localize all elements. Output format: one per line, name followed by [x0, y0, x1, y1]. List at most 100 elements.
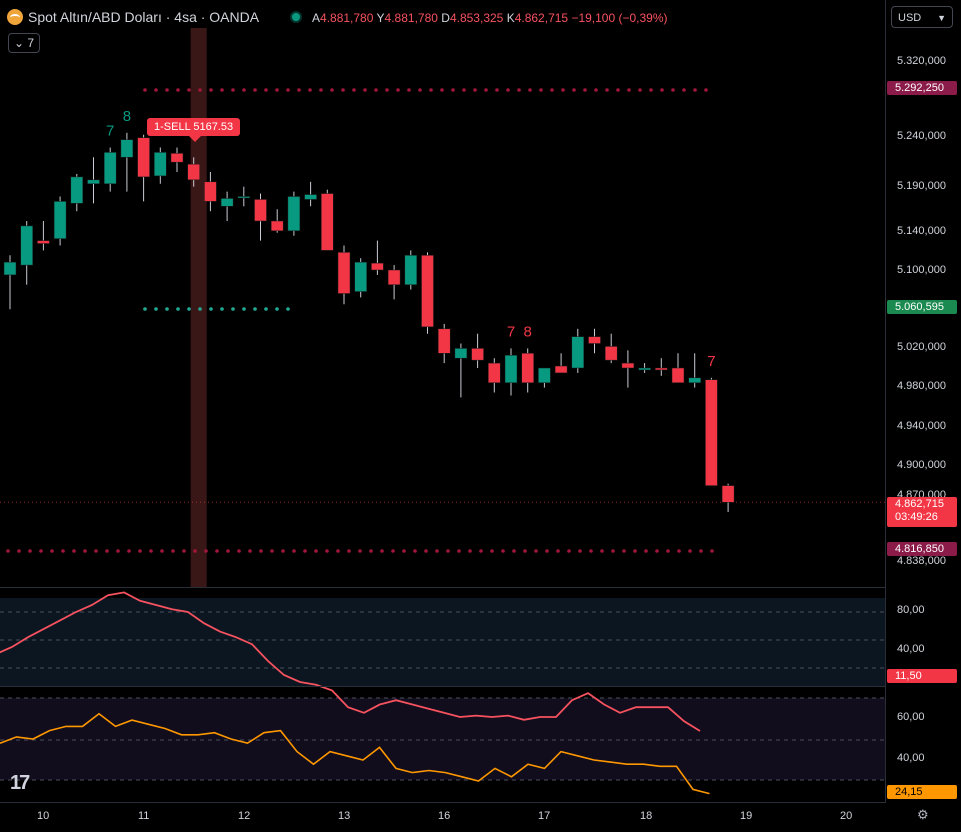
- time-axis-label: 12: [238, 810, 251, 822]
- price-axis-label: 5.140,000: [897, 225, 946, 237]
- lower-level-dot: [105, 549, 109, 553]
- candle-body: [87, 179, 100, 185]
- candle-body: [103, 152, 117, 185]
- price-axis-label: 4.838,000: [897, 555, 946, 567]
- mid-level-dot: [165, 307, 169, 311]
- lower-level-dot: [556, 549, 560, 553]
- candle-body: [20, 225, 33, 266]
- upper-level-dot: [209, 88, 213, 92]
- lower-level-dot: [127, 549, 131, 553]
- chart-canvas[interactable]: 787 87: [0, 0, 885, 803]
- td-sequential-marker: 7: [106, 123, 114, 140]
- candle-body: [471, 348, 484, 361]
- lower-level-dot: [281, 549, 285, 553]
- lower-level-dot: [149, 549, 153, 553]
- upper-level-dot: [462, 88, 466, 92]
- upper-level-dot: [693, 88, 697, 92]
- gear-icon[interactable]: ⚙: [917, 807, 929, 822]
- upper-level-dot: [275, 88, 279, 92]
- lower-level-dot: [523, 549, 527, 553]
- lower-level-dot: [358, 549, 362, 553]
- candle-body: [53, 201, 67, 239]
- candle-body: [454, 348, 468, 359]
- upper-level-dot: [253, 88, 257, 92]
- pane-separator[interactable]: [0, 587, 885, 588]
- lower-level-dot: [655, 549, 659, 553]
- lower-level-dot: [28, 549, 32, 553]
- lower-level-dot: [160, 549, 164, 553]
- candle-body: [154, 152, 167, 177]
- mid-level-dot: [198, 307, 202, 311]
- lower-level-dot: [325, 549, 329, 553]
- lower-level-dot: [677, 549, 681, 553]
- upper-level-dot: [484, 88, 488, 92]
- lower-level-dot: [336, 549, 340, 553]
- upper-level-dot: [572, 88, 576, 92]
- candle-body: [488, 362, 501, 383]
- lower-level-dot: [303, 549, 307, 553]
- market-status-icon[interactable]: [292, 13, 300, 21]
- lower-level-dot: [391, 549, 395, 553]
- osc-band: [0, 698, 885, 780]
- chevron-down-icon: ▼: [937, 13, 946, 23]
- lower-level-dot: [50, 549, 54, 553]
- lower-level-dot: [457, 549, 461, 553]
- time-axis-label: 18: [640, 810, 653, 822]
- lower-level-dot: [94, 549, 98, 553]
- lower-level-dot: [72, 549, 76, 553]
- rsi-axis-label: 80,00: [897, 604, 925, 616]
- currency-selector[interactable]: USD ▼: [891, 6, 953, 28]
- upper-level-dot: [407, 88, 411, 92]
- lower-level-dot: [435, 549, 439, 553]
- upper-level-dot: [539, 88, 543, 92]
- candle-body: [254, 199, 267, 222]
- upper-level-dot: [341, 88, 345, 92]
- candle-body: [3, 261, 17, 276]
- td-sequential-marker: 8: [123, 108, 131, 125]
- close-label: K: [506, 11, 515, 25]
- upper-level-dot: [308, 88, 312, 92]
- candle-body: [404, 255, 418, 285]
- close-value: 4.862,715: [514, 11, 569, 25]
- candle-body: [354, 261, 367, 292]
- lower-level-dot: [622, 549, 626, 553]
- lower-level-dot: [688, 549, 692, 553]
- lower-level-dot: [611, 549, 615, 553]
- candle-body: [270, 220, 284, 232]
- upper-level-dot: [374, 88, 378, 92]
- candle-body: [70, 176, 84, 204]
- candle-body: [137, 137, 150, 178]
- price-axis-label: 4.980,000: [897, 380, 946, 392]
- candle-body: [387, 269, 401, 285]
- td-sequential-marker: 8: [524, 323, 532, 340]
- gold-symbol-icon: [7, 9, 23, 25]
- candle-body: [287, 196, 301, 232]
- mid-level-dot: [286, 307, 290, 311]
- upper-level-dot: [473, 88, 477, 92]
- price-axis-label: 5.320,000: [897, 55, 946, 67]
- candle-body: [321, 193, 334, 251]
- pane-separator[interactable]: [0, 686, 885, 687]
- upper-level-dot: [506, 88, 510, 92]
- upper-level-dot: [418, 88, 422, 92]
- upper-level-dot: [176, 88, 180, 92]
- lower-level-dot: [270, 549, 274, 553]
- change-value: −19,100 (−0,39%): [571, 11, 668, 25]
- lower-level-dot: [446, 549, 450, 553]
- candle-body: [371, 262, 384, 271]
- upper-level-dot: [198, 88, 202, 92]
- tradingview-logo[interactable]: 17: [10, 772, 30, 794]
- upper-level-dot: [385, 88, 389, 92]
- time-axis-label: 10: [37, 810, 50, 822]
- time-axis-label: 17: [538, 810, 551, 822]
- upper-level-dot: [220, 88, 224, 92]
- lower-level-dot: [600, 549, 604, 553]
- symbol-title[interactable]: Spot Altın/ABD Doları · 4sa · OANDA: [28, 9, 260, 25]
- price-axis-label: 4.900,000: [897, 459, 946, 471]
- time-axis-label: 20: [840, 810, 853, 822]
- lower-level-dot: [413, 549, 417, 553]
- high-label: Y: [376, 11, 385, 25]
- candle-body: [588, 336, 601, 344]
- sell-signal-label[interactable]: 1-SELL 5167.53: [147, 118, 241, 142]
- indicators-toggle-button[interactable]: ⌄ 7: [8, 33, 40, 53]
